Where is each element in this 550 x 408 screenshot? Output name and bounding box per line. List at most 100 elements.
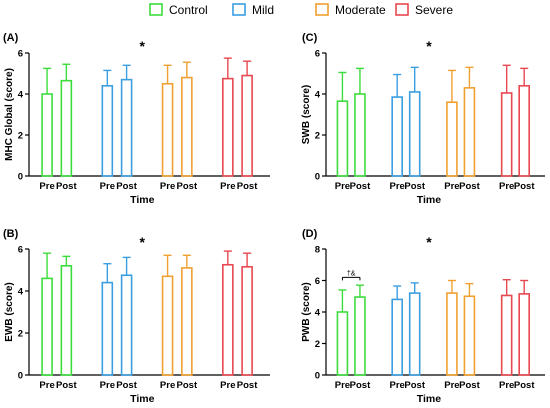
- legend-label-control: Control: [169, 3, 208, 17]
- x-tick-label: Pre: [220, 181, 235, 192]
- panel-label: (D): [302, 228, 318, 240]
- x-tick-label: Post: [177, 181, 198, 192]
- y-tick-label: 0: [315, 172, 320, 183]
- x-tick-label: Pre: [100, 181, 115, 192]
- bar-control-post: [354, 296, 366, 376]
- bar-severe-pre: [500, 294, 513, 376]
- x-tick-label: Post: [237, 380, 258, 391]
- y-tick-label: 2: [18, 329, 23, 340]
- bar-moderate-post: [181, 76, 193, 177]
- bar-control-pre: [336, 311, 349, 376]
- x-tick-label: Post: [404, 181, 425, 192]
- significance-marker: *: [140, 38, 146, 54]
- x-tick-label: Pre: [390, 380, 405, 391]
- bar-moderate-post: [181, 267, 193, 376]
- legend-swatch-control: [149, 3, 163, 16]
- panel-label: (C): [302, 32, 318, 44]
- y-axis-title: EWB (score): [4, 282, 15, 341]
- y-tick-label: 4: [315, 90, 321, 101]
- x-tick-label: Pre: [390, 181, 405, 192]
- x-tick-label: Post: [56, 380, 77, 391]
- bar-mild-post: [408, 292, 421, 376]
- x-axis-title: Time: [130, 393, 154, 405]
- bar-severe-post: [241, 74, 253, 177]
- y-tick-label: 0: [315, 371, 320, 382]
- x-tick-label: Pre: [444, 181, 459, 192]
- legend-swatch-mild: [232, 3, 246, 16]
- bar-severe-post: [518, 85, 530, 177]
- x-tick-label: Pre: [39, 380, 54, 391]
- bar-severe-pre: [222, 263, 234, 376]
- y-tick-label: 6: [18, 49, 23, 60]
- bar-moderate-post: [463, 295, 476, 376]
- x-tick-label: Post: [404, 380, 425, 391]
- x-tick-label: Pre: [499, 380, 514, 391]
- significance-marker: *: [140, 234, 146, 250]
- bar-mild-pre: [391, 96, 403, 177]
- x-tick-label: Post: [350, 181, 371, 192]
- bar-control-pre: [41, 277, 53, 376]
- y-tick-label: 2: [315, 339, 320, 350]
- panel-label: (A): [3, 32, 19, 44]
- y-axis-title: PWB (score): [301, 282, 312, 341]
- y-tick-label: 0: [18, 371, 23, 382]
- y-axis-title: SWB (score): [301, 85, 312, 144]
- bar-moderate-pre: [446, 101, 458, 177]
- bar-mild-post: [408, 91, 421, 177]
- legend-swatch-severe: [395, 3, 409, 16]
- significance-marker: *: [426, 38, 432, 54]
- y-axis-title: MHC Global (score): [4, 68, 15, 161]
- y-tick-label: 2: [18, 131, 23, 142]
- legend-label-mild: Mild: [252, 3, 274, 17]
- bar-mild-post: [120, 274, 133, 376]
- y-tick-label: 6: [18, 245, 23, 256]
- x-tick-label: Post: [116, 380, 137, 391]
- x-tick-label: Pre: [499, 181, 514, 192]
- bar-moderate-pre: [161, 275, 174, 376]
- y-tick-label: 2: [315, 131, 320, 142]
- y-tick-label: 4: [18, 287, 24, 298]
- x-tick-label: Post: [459, 380, 480, 391]
- bar-control-post: [60, 264, 73, 376]
- y-tick-label: 0: [18, 172, 23, 183]
- bar-mild-post: [120, 78, 133, 177]
- panel-label: (B): [3, 228, 19, 240]
- x-tick-label: Pre: [100, 380, 115, 391]
- x-tick-label: Post: [514, 380, 535, 391]
- x-tick-label: Pre: [160, 380, 175, 391]
- x-axis-title: Time: [417, 393, 441, 405]
- bar-moderate-pre: [161, 82, 174, 177]
- x-tick-label: Post: [116, 181, 137, 192]
- bar-control-pre: [41, 93, 53, 177]
- x-tick-label: Pre: [220, 380, 235, 391]
- x-tick-label: Pre: [160, 181, 175, 192]
- x-tick-label: Post: [350, 380, 371, 391]
- x-axis-title: Time: [130, 194, 154, 206]
- legend: Control Mild Moderate Severe: [149, 3, 453, 17]
- y-tick-label: 8: [315, 245, 320, 256]
- x-tick-label: Post: [56, 181, 77, 192]
- y-tick-label: 4: [315, 308, 321, 319]
- x-tick-label: Pre: [335, 181, 350, 192]
- y-tick-label: 6: [315, 276, 320, 287]
- bar-control-post: [354, 93, 366, 177]
- legend-swatch-moderate: [315, 3, 329, 16]
- x-tick-label: Pre: [444, 380, 459, 391]
- bar-severe-pre: [222, 77, 234, 177]
- bar-mild-pre: [101, 281, 114, 376]
- legend-label-severe: Severe: [415, 3, 453, 17]
- bar-mild-pre: [101, 85, 114, 177]
- bar-mild-pre: [391, 298, 403, 376]
- x-tick-label: Post: [237, 181, 258, 192]
- x-axis-title: Time: [417, 194, 441, 206]
- bar-moderate-post: [463, 87, 476, 177]
- y-tick-label: 4: [18, 90, 24, 101]
- legend-label-moderate: Moderate: [335, 3, 386, 17]
- x-tick-label: Post: [177, 380, 198, 391]
- significance-marker: *: [426, 234, 432, 250]
